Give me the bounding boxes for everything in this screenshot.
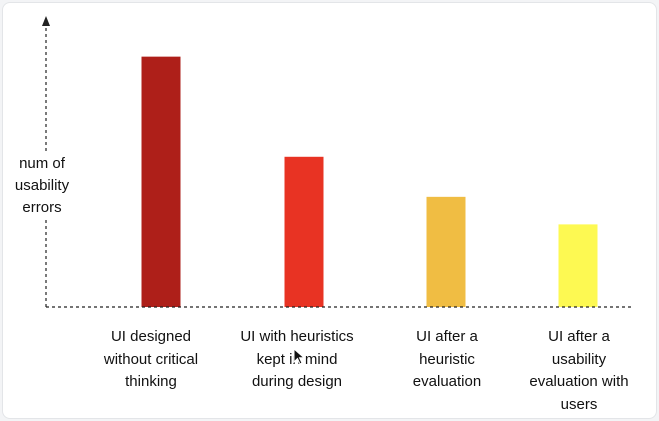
y-axis-label: num of usability errors [11, 153, 73, 219]
bar-chart [42, 16, 631, 308]
category-label-4: UI after a usability evaluation with use… [529, 328, 629, 413]
y-axis-arrow-icon [42, 16, 50, 26]
mouse-pointer-icon [293, 348, 306, 365]
category-label-3: UI after a heuristic evaluation [412, 328, 482, 390]
bar-2 [284, 156, 324, 307]
bars-group [141, 56, 598, 307]
category-label-2: UI with heuristics kept in mind during d… [240, 328, 354, 390]
category-label-1: UI designed without critical thinking [103, 328, 199, 390]
bar-1 [141, 56, 181, 307]
bar-3 [426, 196, 466, 307]
bar-4 [558, 224, 598, 307]
